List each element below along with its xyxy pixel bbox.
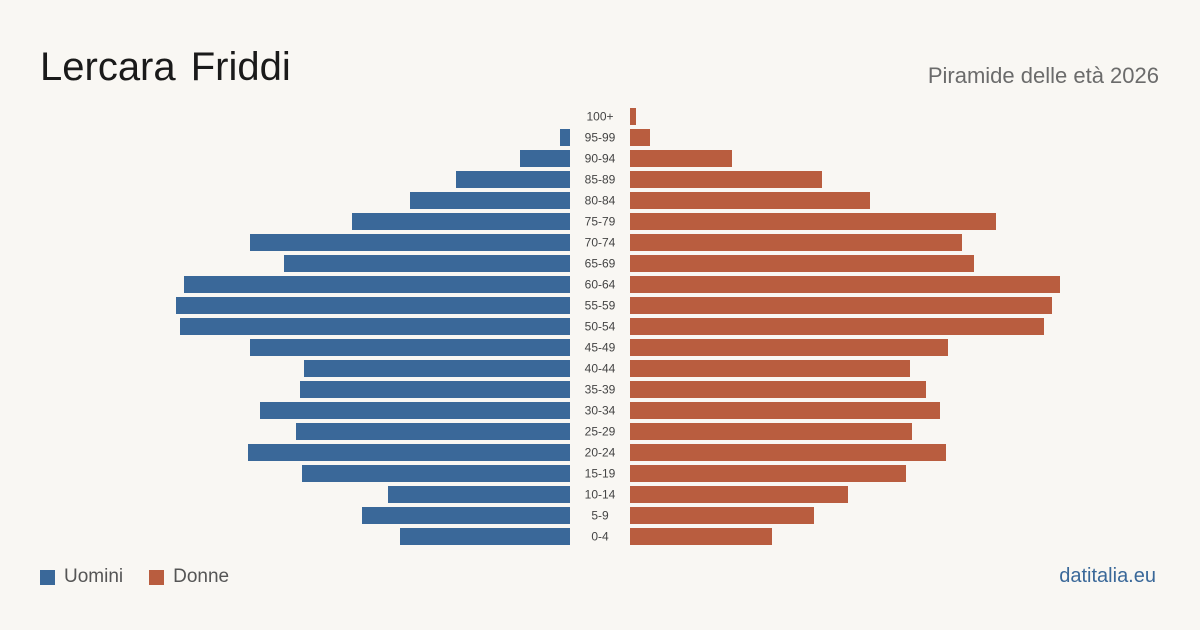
bar-men-85-89 bbox=[456, 171, 570, 188]
age-label-90-94: 90-94 bbox=[585, 152, 616, 166]
age-label-35-39: 35-39 bbox=[585, 383, 616, 397]
bar-men-25-29 bbox=[296, 423, 570, 440]
bar-women-85-89 bbox=[630, 171, 822, 188]
age-label-85-89: 85-89 bbox=[585, 173, 616, 187]
age-label-55-59: 55-59 bbox=[585, 299, 616, 313]
bar-men-55-59 bbox=[176, 297, 570, 314]
bar-men-80-84 bbox=[410, 192, 570, 209]
page-title: Lercara Friddi bbox=[40, 45, 291, 89]
age-label-25-29: 25-29 bbox=[585, 425, 616, 439]
bar-men-5-9 bbox=[362, 507, 570, 524]
bar-women-45-49 bbox=[630, 339, 948, 356]
bar-women-95-99 bbox=[630, 129, 650, 146]
bar-men-90-94 bbox=[520, 150, 570, 167]
bar-men-65-69 bbox=[284, 255, 570, 272]
age-label-65-69: 65-69 bbox=[585, 257, 616, 271]
source-link[interactable]: datitalia.eu bbox=[1059, 565, 1156, 587]
legend-swatch-women bbox=[149, 569, 165, 585]
bar-men-10-14 bbox=[388, 486, 570, 503]
legend-item-men: Uomini bbox=[40, 566, 123, 588]
bar-men-75-79 bbox=[352, 213, 570, 230]
age-label-20-24: 20-24 bbox=[585, 446, 616, 460]
chart-subtitle: Piramide delle età 2026 bbox=[927, 63, 1159, 88]
bar-men-50-54 bbox=[180, 318, 570, 335]
age-label-60-64: 60-64 bbox=[585, 278, 616, 292]
bar-men-30-34 bbox=[260, 402, 570, 419]
bar-women-5-9 bbox=[630, 507, 814, 524]
age-label-70-74: 70-74 bbox=[585, 236, 616, 250]
bar-men-15-19 bbox=[302, 465, 570, 482]
bar-women-60-64 bbox=[630, 276, 1060, 293]
bar-women-100plus bbox=[630, 108, 636, 125]
bar-men-45-49 bbox=[250, 339, 570, 356]
bar-men-0-4 bbox=[400, 528, 570, 545]
age-label-15-19: 15-19 bbox=[585, 467, 616, 481]
age-label-5-9: 5-9 bbox=[591, 509, 609, 523]
bar-women-0-4 bbox=[630, 528, 772, 545]
bar-women-70-74 bbox=[630, 234, 962, 251]
bar-women-30-34 bbox=[630, 402, 940, 419]
bar-women-10-14 bbox=[630, 486, 848, 503]
legend-label-women: Donne bbox=[173, 566, 230, 587]
bar-women-75-79 bbox=[630, 213, 996, 230]
bar-women-80-84 bbox=[630, 192, 870, 209]
bar-women-20-24 bbox=[630, 444, 946, 461]
bar-men-70-74 bbox=[250, 234, 570, 251]
bar-women-90-94 bbox=[630, 150, 732, 167]
bar-women-65-69 bbox=[630, 255, 974, 272]
age-label-40-44: 40-44 bbox=[585, 362, 616, 376]
age-label-50-54: 50-54 bbox=[585, 320, 616, 334]
bar-women-15-19 bbox=[630, 465, 906, 482]
bar-men-35-39 bbox=[300, 381, 570, 398]
bar-women-50-54 bbox=[630, 318, 1044, 335]
age-label-30-34: 30-34 bbox=[585, 404, 616, 418]
age-label-45-49: 45-49 bbox=[585, 341, 616, 355]
age-label-80-84: 80-84 bbox=[585, 194, 616, 208]
bar-women-35-39 bbox=[630, 381, 926, 398]
bar-women-55-59 bbox=[630, 297, 1052, 314]
legend: Uomini Donne bbox=[40, 565, 255, 589]
age-label-0-4: 0-4 bbox=[591, 530, 609, 544]
legend-swatch-men bbox=[40, 569, 55, 585]
age-label-95-99: 95-99 bbox=[585, 131, 616, 145]
age-label-75-79: 75-79 bbox=[585, 215, 616, 229]
bar-women-25-29 bbox=[630, 423, 912, 440]
age-label-10-14: 10-14 bbox=[585, 488, 616, 502]
bar-men-95-99 bbox=[560, 129, 570, 146]
legend-label-men: Uomini bbox=[64, 566, 124, 587]
bar-men-20-24 bbox=[248, 444, 570, 461]
bar-men-60-64 bbox=[184, 276, 570, 293]
age-label-100plus: 100+ bbox=[586, 110, 613, 124]
bar-women-40-44 bbox=[630, 360, 910, 377]
bar-men-40-44 bbox=[304, 360, 570, 377]
legend-item-women: Donne bbox=[149, 566, 229, 588]
